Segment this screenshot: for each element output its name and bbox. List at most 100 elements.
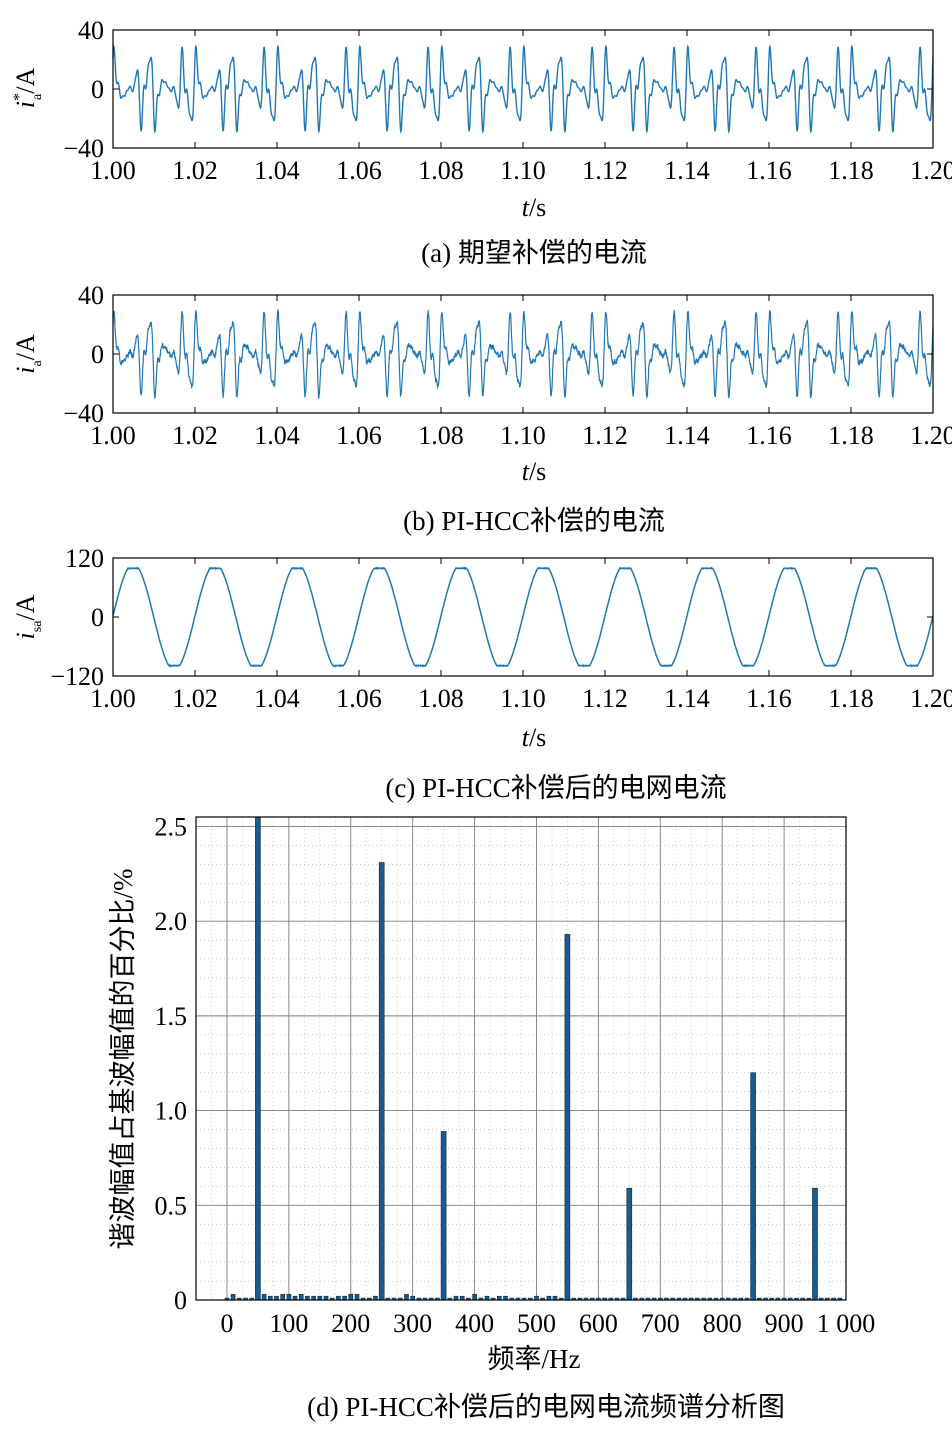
panel-c-caption: (c) PI-HCC补偿后的电网电流 bbox=[385, 773, 726, 803]
y-tick-label: 0 bbox=[91, 340, 104, 369]
panel-b-ticks: 1.00 1.02 1.04 1.06 1.08 1.10 1.12 1.14 1.16 1.18… bbox=[63, 281, 952, 450]
x-tick-label: 1.06 bbox=[336, 156, 382, 185]
y-tick-label: 0.5 bbox=[155, 1191, 188, 1220]
panel-a-caption: (a) 期望补偿的电流 bbox=[421, 238, 647, 268]
x-tick-label: 1.14 bbox=[664, 684, 710, 713]
y-tick-label: 1.5 bbox=[155, 1002, 188, 1031]
x-tick-label: 1.04 bbox=[254, 684, 300, 713]
panel-c-ticks: 1.00 1.02 1.04 1.06 1.08 1.10 1.12 1.14 1.16 1.18… bbox=[50, 544, 952, 713]
y-tick-label: 40 bbox=[78, 281, 104, 310]
x-tick-label: 700 bbox=[641, 1309, 680, 1338]
panel-d-grid bbox=[195, 817, 847, 1301]
panel-c-ylabel: isa/A bbox=[11, 594, 45, 639]
panel-d-frame bbox=[195, 816, 847, 1301]
y-tick-label: −40 bbox=[63, 399, 104, 428]
x-tick-label: 1.08 bbox=[418, 684, 464, 713]
minor-harmonic-bar bbox=[354, 1294, 360, 1301]
x-tick-label: 1.08 bbox=[418, 421, 464, 450]
x-tick-label: 1.02 bbox=[172, 421, 218, 450]
x-tick-label: 1.12 bbox=[582, 421, 628, 450]
x-tick-label: 1.10 bbox=[500, 156, 546, 185]
x-tick-label: 1.10 bbox=[500, 684, 546, 713]
panel-d-spectrum: 0 100 200 300 400 500 600 700 800 900 1 000 0 0.5 1.0… bbox=[108, 812, 875, 1422]
x-tick-label: 1.16 bbox=[746, 156, 792, 185]
x-tick-label: 500 bbox=[517, 1309, 556, 1338]
x-tick-label: 600 bbox=[579, 1309, 618, 1338]
harmonic-bar bbox=[626, 1187, 633, 1301]
panel-b-xlabel: t/s bbox=[522, 457, 547, 486]
harmonic-bar bbox=[255, 816, 261, 1301]
x-tick-label: 1.20 bbox=[910, 684, 952, 713]
harmonic-bar bbox=[812, 1187, 818, 1301]
y-tick-label: 2.5 bbox=[155, 812, 188, 841]
x-tick-label: 0 bbox=[220, 1309, 233, 1338]
x-tick-label: 1.02 bbox=[172, 156, 218, 185]
x-tick-label: 200 bbox=[331, 1309, 370, 1338]
x-tick-label: 1.00 bbox=[90, 421, 136, 450]
x-tick-label: 1.00 bbox=[90, 156, 136, 185]
minor-harmonic-bar bbox=[230, 1294, 236, 1301]
minor-harmonic-bar bbox=[348, 1294, 354, 1301]
harmonic-bar bbox=[378, 862, 385, 1301]
y-tick-label: −40 bbox=[63, 134, 104, 163]
x-tick-label: 1.16 bbox=[746, 421, 792, 450]
minor-harmonic-bar bbox=[286, 1294, 292, 1301]
harmonic-bar bbox=[750, 1072, 756, 1301]
minor-harmonic-bar bbox=[404, 1294, 409, 1301]
x-tick-label: 800 bbox=[703, 1309, 742, 1338]
x-tick-label: 1.00 bbox=[90, 684, 136, 713]
y-tick-label: 0 bbox=[91, 603, 104, 632]
panel-b-pi-hcc-current: 1.00 1.02 1.04 1.06 1.08 1.10 1.12 1.14 1.16 1.18… bbox=[11, 281, 952, 536]
x-tick-label: 1.04 bbox=[254, 421, 300, 450]
y-tick-label: 0 bbox=[174, 1286, 187, 1315]
x-tick-label: 1.12 bbox=[582, 684, 628, 713]
panel-a-expected-current: 1.00 1.02 1.04 1.06 1.08 1.10 1.12 1.14 1.16 1.18… bbox=[11, 16, 952, 268]
panel-a-ylabel: i* a/A bbox=[11, 68, 45, 109]
panel-c-current-trace bbox=[112, 566, 934, 668]
x-tick-label: 1.14 bbox=[664, 421, 710, 450]
x-tick-label: 1.18 bbox=[828, 421, 874, 450]
panel-c-grid-current: 1.00 1.02 1.04 1.06 1.08 1.10 1.12 1.14 1.16 1.18… bbox=[11, 544, 952, 803]
panel-a-xlabel: t/s bbox=[522, 193, 547, 222]
minor-harmonic-bar bbox=[298, 1294, 304, 1301]
y-tick-label: 120 bbox=[65, 544, 104, 573]
panel-d-bars bbox=[224, 816, 843, 1301]
harmonic-bar bbox=[564, 934, 571, 1301]
x-tick-label: 1.04 bbox=[254, 156, 300, 185]
minor-harmonic-bar bbox=[261, 1294, 267, 1301]
x-tick-label: 1.18 bbox=[828, 684, 874, 713]
x-tick-label: 1.10 bbox=[500, 421, 546, 450]
x-tick-label: 400 bbox=[455, 1309, 494, 1338]
panel-a-current-trace bbox=[112, 44, 934, 134]
x-tick-label: 1.20 bbox=[910, 156, 952, 185]
x-tick-label: 1.14 bbox=[664, 156, 710, 185]
panel-d-ylabel: 谐波幅值占基波幅值的百分比/% bbox=[108, 869, 138, 1250]
panel-d-xlabel: 频率/Hz bbox=[488, 1344, 581, 1374]
x-tick-label: 1.18 bbox=[828, 156, 874, 185]
panel-a-ticks: 1.00 1.02 1.04 1.06 1.08 1.10 1.12 1.14 1.16 1.18… bbox=[63, 16, 952, 185]
y-tick-label: 0 bbox=[91, 75, 104, 104]
panel-b-ylabel: ia/A bbox=[11, 334, 45, 374]
y-tick-label: 40 bbox=[78, 16, 104, 45]
x-tick-label: 1.12 bbox=[582, 156, 628, 185]
x-tick-label: 1.20 bbox=[910, 421, 952, 450]
panel-d-caption: (d) PI-HCC补偿后的电网电流频谱分析图 bbox=[307, 1392, 785, 1422]
panel-b-current-trace bbox=[112, 309, 934, 399]
x-tick-label: 1.06 bbox=[336, 684, 382, 713]
y-tick-label: 2.0 bbox=[155, 907, 188, 936]
minor-harmonic-bar bbox=[472, 1294, 477, 1301]
panel-b-caption: (b) PI-HCC补偿的电流 bbox=[403, 506, 665, 536]
panel-c-xlabel: t/s bbox=[522, 723, 547, 752]
x-tick-label: 1.16 bbox=[746, 684, 792, 713]
x-tick-label: 100 bbox=[269, 1309, 308, 1338]
minor-harmonic-bar bbox=[280, 1294, 286, 1301]
x-tick-label: 900 bbox=[765, 1309, 804, 1338]
x-tick-label: 1.06 bbox=[336, 421, 382, 450]
x-tick-label: 300 bbox=[393, 1309, 432, 1338]
x-tick-label: 1.08 bbox=[418, 156, 464, 185]
y-tick-label: −120 bbox=[50, 662, 104, 691]
y-tick-label: 1.0 bbox=[155, 1097, 188, 1126]
harmonic-bar bbox=[440, 1131, 447, 1301]
panel-d-ticks: 0 100 200 300 400 500 600 700 800 900 1 000 0 0.5 1.0… bbox=[155, 812, 876, 1338]
